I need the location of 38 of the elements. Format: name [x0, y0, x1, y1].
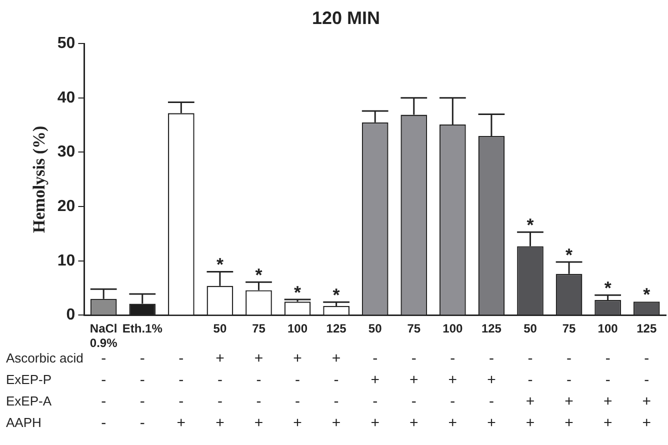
data-label: *	[526, 215, 534, 236]
data-label: *	[255, 265, 262, 286]
x-tick-label: 75	[562, 322, 576, 336]
x-tick-label: 125	[481, 322, 502, 336]
data-label: *	[332, 285, 340, 306]
y-tick-label: 20	[57, 198, 76, 215]
x-tick-label: 100	[288, 322, 308, 336]
x-tick-label: 50	[213, 322, 227, 336]
y-axis-title: Hemolysis (%)	[30, 126, 49, 233]
text: ExEP-A	[6, 394, 52, 409]
data-label: *	[216, 254, 224, 275]
y-tick-label: 40	[57, 89, 76, 106]
y-tick-label: 50	[57, 35, 76, 52]
x-tick-label: 125	[326, 322, 347, 336]
text: - - - - - - - - - - - + + + +	[101, 393, 651, 410]
data-label: *	[294, 282, 302, 302]
x-tick-label: 75	[252, 322, 266, 336]
text: Ascorbic acid	[6, 350, 84, 366]
data-label: *	[643, 284, 650, 305]
x-tick-label: 100	[598, 322, 618, 336]
text: ExEP-P	[6, 372, 52, 388]
chart-title: 120 MIN	[312, 8, 380, 28]
x-tick-label: 50	[524, 322, 538, 336]
data-label: *	[566, 244, 573, 265]
x-tick-label: 50	[368, 322, 382, 336]
x-tick-label: 75	[407, 322, 421, 336]
x-tick-label: Eth.1%	[122, 322, 163, 336]
y-tick-label: 10	[57, 252, 76, 270]
text: - - + + + + + + + + + + + + +	[101, 414, 651, 432]
x-tick-label: 100	[442, 322, 464, 336]
y-tick-label: 0	[66, 306, 76, 324]
text: - - - + + + + - - - - - - - -	[101, 350, 650, 368]
text: - - - - - - - + + + + - - - -	[101, 372, 650, 389]
text: AAPH	[6, 415, 42, 430]
x-tick-label: NaCl 0.9%	[90, 322, 118, 350]
x-tick-label: 125	[636, 322, 657, 336]
data-label: *	[604, 278, 612, 298]
y-tick-label: 30	[57, 144, 76, 161]
